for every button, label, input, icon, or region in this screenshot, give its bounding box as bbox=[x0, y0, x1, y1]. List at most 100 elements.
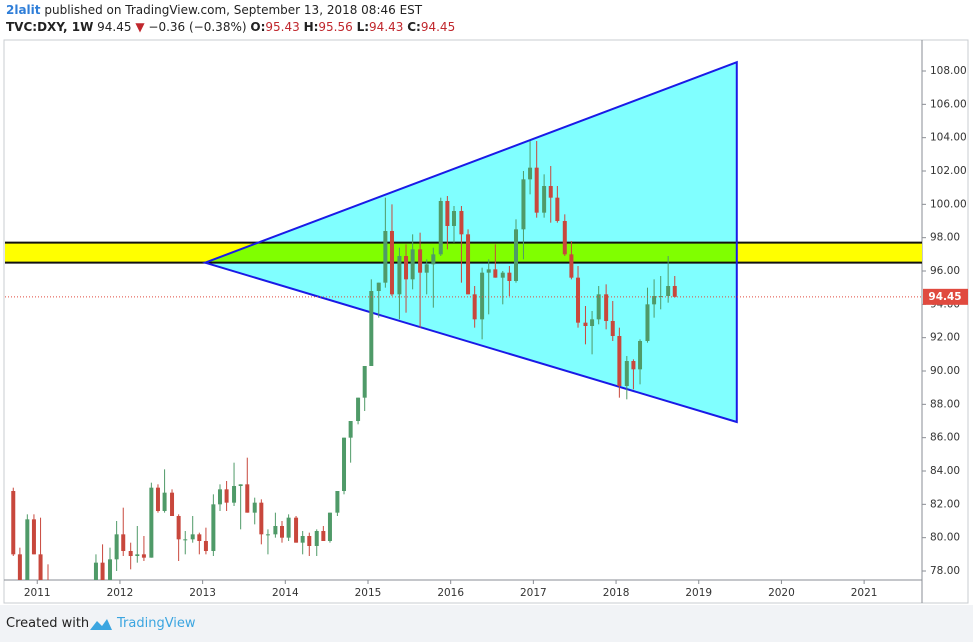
candle-body bbox=[521, 179, 526, 230]
l: 94.43 bbox=[369, 20, 404, 34]
candle-body bbox=[252, 502, 257, 513]
y-tick-label: 92.00 bbox=[930, 332, 960, 344]
x-tick-label: 2017 bbox=[520, 587, 547, 599]
candle-body bbox=[53, 591, 57, 604]
candle-body bbox=[38, 554, 43, 580]
candle-body bbox=[638, 341, 643, 370]
candle-body bbox=[514, 229, 519, 281]
candle-body bbox=[217, 489, 222, 505]
header: 2lalit published on TradingView.com, Sep… bbox=[6, 2, 455, 36]
candle-body bbox=[424, 264, 429, 273]
y-tick-label: 80.00 bbox=[930, 532, 960, 544]
x-tick-label: 2018 bbox=[603, 587, 630, 599]
candle-body bbox=[383, 231, 388, 283]
candle-body bbox=[232, 486, 237, 503]
candle-body bbox=[445, 201, 450, 226]
y-tick-label: 98.00 bbox=[930, 232, 960, 244]
candle-body bbox=[500, 272, 505, 278]
candle-body bbox=[404, 256, 409, 280]
candle-body bbox=[438, 201, 443, 255]
footer: Created with TradingView bbox=[0, 605, 973, 642]
candle-body bbox=[149, 487, 154, 558]
x-tick-label: 2011 bbox=[24, 587, 51, 599]
candle-body bbox=[486, 269, 491, 273]
candle-body bbox=[11, 491, 16, 555]
x-tick-label: 2014 bbox=[272, 587, 299, 599]
candle-body bbox=[265, 534, 270, 536]
candle-body bbox=[108, 559, 113, 580]
candle-body bbox=[121, 534, 126, 551]
candle-body bbox=[280, 526, 285, 538]
symbol: TVC:DXY, 1W bbox=[6, 20, 94, 34]
candle-body bbox=[666, 286, 671, 296]
candle-body bbox=[135, 554, 140, 556]
candle-body bbox=[327, 512, 332, 541]
candle-body bbox=[576, 277, 581, 323]
candle-body bbox=[203, 541, 208, 551]
created-with: Created with bbox=[6, 616, 90, 631]
candle-body bbox=[141, 554, 146, 558]
y-tick-label: 84.00 bbox=[930, 465, 960, 477]
candle-body bbox=[170, 492, 175, 516]
candle-body bbox=[672, 286, 677, 297]
candle-body bbox=[604, 294, 609, 321]
y-tick-label: 90.00 bbox=[930, 365, 960, 377]
y-tick-label: 108.00 bbox=[930, 65, 967, 77]
candle-body bbox=[507, 272, 512, 281]
candle-body bbox=[569, 254, 574, 278]
candle-body bbox=[321, 531, 326, 541]
candle-body bbox=[348, 421, 353, 438]
y-tick-label: 100.00 bbox=[930, 198, 967, 210]
candle-body bbox=[451, 211, 456, 226]
x-tick-label: 2012 bbox=[107, 587, 134, 599]
plot bbox=[5, 60, 922, 604]
candle-body bbox=[389, 231, 394, 295]
change: −0.36 (−0.38%) bbox=[148, 20, 247, 34]
candle-body bbox=[238, 484, 243, 486]
candle-body bbox=[583, 322, 588, 326]
candle-body bbox=[624, 361, 629, 386]
candle-body bbox=[631, 361, 636, 370]
c: 94.45 bbox=[420, 20, 456, 34]
x-tick-label: 2019 bbox=[685, 587, 712, 599]
candle-body bbox=[93, 562, 98, 580]
candle-body bbox=[617, 336, 622, 386]
candle-body bbox=[294, 517, 299, 543]
candle-body bbox=[307, 536, 312, 546]
y-tick-label: 104.00 bbox=[930, 132, 967, 144]
candle-body bbox=[31, 519, 36, 555]
candle-body bbox=[493, 269, 498, 278]
candle-body bbox=[183, 539, 188, 541]
candle-body bbox=[590, 319, 595, 326]
candle-body bbox=[397, 256, 402, 295]
candle-body bbox=[472, 294, 477, 320]
candle-body bbox=[335, 491, 340, 513]
x-tick-label: 2021 bbox=[851, 587, 878, 599]
price-label: 94.45 bbox=[928, 291, 961, 303]
y-tick-label: 96.00 bbox=[930, 265, 960, 277]
candle-body bbox=[466, 234, 471, 295]
candle-body bbox=[431, 254, 436, 265]
candle-body bbox=[362, 366, 367, 398]
triangle-outline bbox=[201, 60, 738, 424]
candle-body bbox=[259, 502, 264, 535]
candle-body bbox=[528, 167, 533, 180]
candle-body bbox=[17, 554, 22, 580]
candle-body bbox=[369, 291, 374, 366]
candle-body bbox=[190, 534, 195, 540]
brand[interactable]: TradingView bbox=[117, 616, 196, 631]
author[interactable]: 2lalit bbox=[6, 3, 41, 17]
h-label: H: bbox=[303, 20, 319, 34]
candle-body bbox=[542, 186, 547, 213]
candle-body bbox=[356, 397, 361, 421]
x-tick-label: 2015 bbox=[355, 587, 382, 599]
candle-body bbox=[610, 321, 615, 336]
arrow: ▼ bbox=[135, 20, 145, 34]
x-tick-label: 2016 bbox=[437, 587, 464, 599]
x-tick-label: 2020 bbox=[768, 587, 795, 599]
chart: 78.00 80.00 82.00 84.00 86.00 88.00 90.00 92.00… bbox=[3, 39, 969, 604]
y-tick-label: 78.00 bbox=[930, 565, 960, 577]
y-tick-label: 86.00 bbox=[930, 432, 960, 444]
x-tick-label: 2013 bbox=[189, 587, 216, 599]
